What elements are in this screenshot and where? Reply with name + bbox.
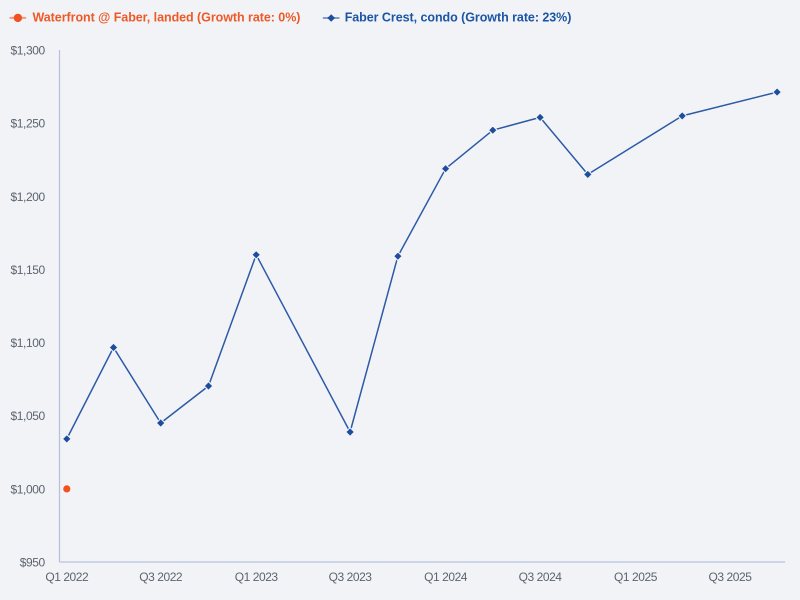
svg-text:Waterfront @ Faber, landed (Gr: Waterfront @ Faber, landed (Growth rate:… [33, 10, 301, 24]
svg-text:Q3 2025: Q3 2025 [709, 570, 753, 584]
svg-text:$1,300: $1,300 [10, 44, 45, 58]
svg-text:Q1 2023: Q1 2023 [235, 570, 279, 584]
svg-text:$1,250: $1,250 [10, 117, 45, 131]
svg-text:Q3 2024: Q3 2024 [519, 570, 563, 584]
svg-text:Q1 2025: Q1 2025 [614, 570, 658, 584]
svg-text:Q1 2022: Q1 2022 [45, 570, 89, 584]
svg-text:$1,100: $1,100 [10, 336, 45, 350]
svg-text:Q1 2024: Q1 2024 [424, 570, 468, 584]
svg-text:$1,050: $1,050 [10, 409, 45, 423]
svg-text:$1,200: $1,200 [10, 190, 45, 204]
svg-text:Q3 2022: Q3 2022 [139, 570, 183, 584]
svg-text:$950: $950 [20, 556, 46, 570]
svg-text:$1,000: $1,000 [10, 482, 45, 496]
svg-text:Faber Crest, condo (Growth rat: Faber Crest, condo (Growth rate: 23%) [345, 10, 572, 24]
svg-text:$1,150: $1,150 [10, 263, 45, 277]
svg-text:Q3 2023: Q3 2023 [329, 570, 373, 584]
